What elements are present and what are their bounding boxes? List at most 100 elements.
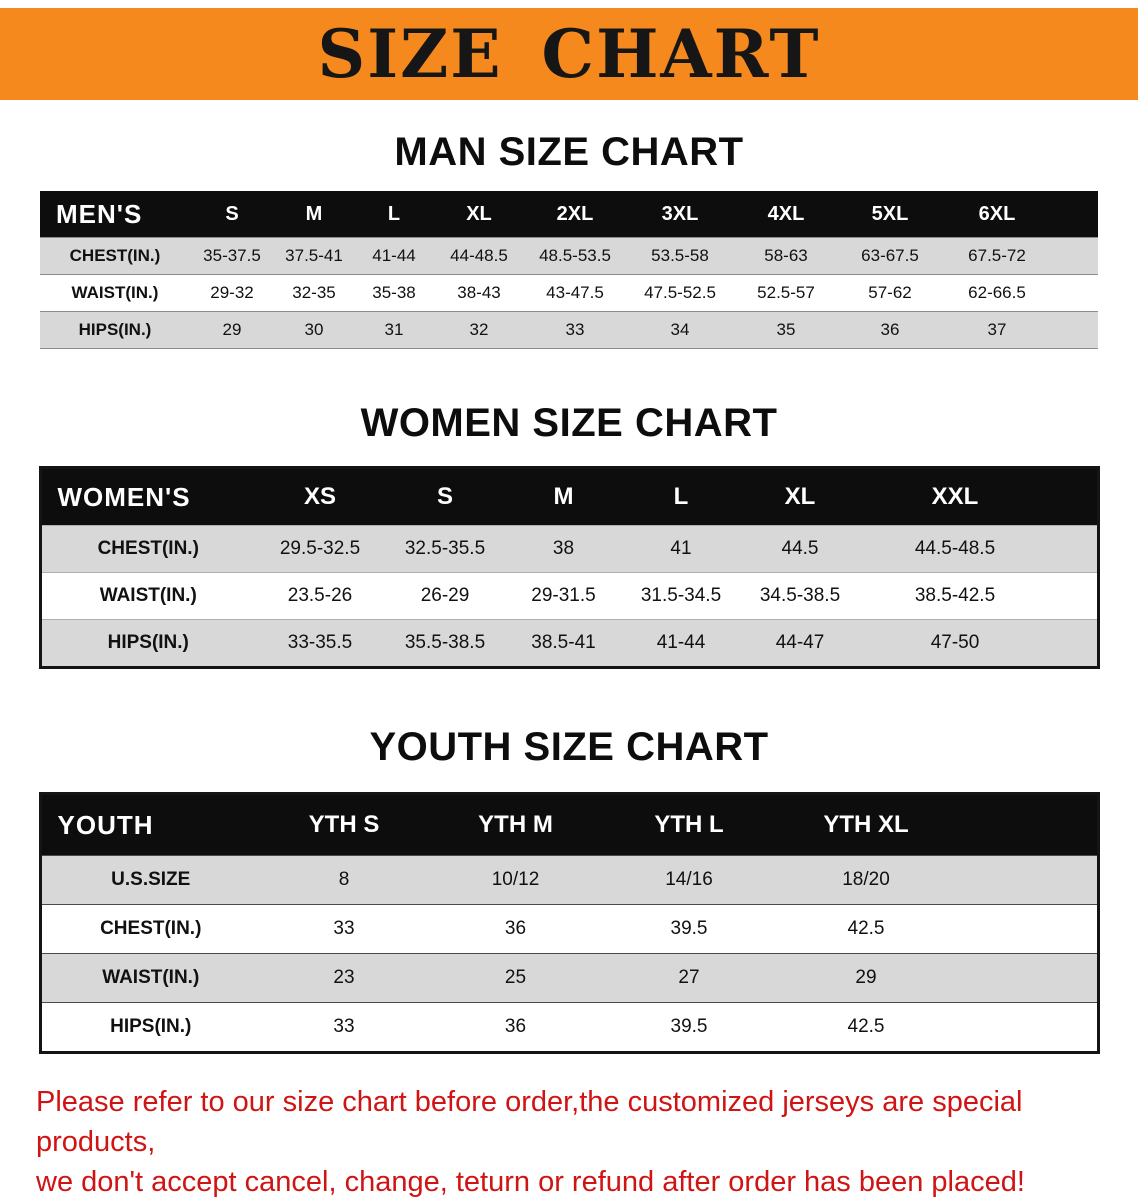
women-section: WOMEN SIZE CHART WOMEN'S XS S M L XL XXL…: [0, 401, 1138, 669]
size-value-cell: 35: [776, 320, 796, 339]
size-value-cell: 58-63: [764, 246, 808, 265]
size-value-cell: 41-44: [656, 632, 706, 653]
size-value-cell: 8: [338, 869, 350, 890]
size-value-cell: 33: [333, 1016, 355, 1037]
row-label: WAIST(IN.): [99, 585, 197, 606]
size-value-cell: 10/12: [491, 869, 540, 890]
size-col-header: XL: [434, 191, 524, 238]
size-col-header: YTH M: [428, 793, 603, 856]
size-chart-banner: SIZE CHART: [0, 8, 1138, 100]
row-label: HIPS(IN.): [107, 632, 189, 653]
size-col-header: S: [385, 467, 505, 526]
row-label: CHEST(IN.): [100, 918, 202, 939]
men-chest-row: CHEST(IN.) 35-37.5 37.5-41 41-44 44-48.5…: [40, 237, 1098, 275]
size-col-header: 2XL: [524, 191, 626, 238]
size-value-cell: 53.5-58: [651, 246, 709, 265]
spacer-cell: [1050, 526, 1098, 573]
men-table-title: MEN'S: [40, 191, 190, 238]
size-value-cell: 35-37.5: [203, 246, 261, 265]
youth-table-title: YOUTH: [40, 793, 260, 856]
women-waist-row: WAIST(IN.) 23.5-26 26-29 29-31.5 31.5-34…: [40, 572, 1098, 620]
disclaimer-line-2: we don't accept cancel, change, teturn o…: [36, 1166, 1025, 1198]
men-waist-row: WAIST(IN.) 29-32 32-35 35-38 38-43 43-47…: [40, 274, 1098, 312]
size-value-cell: 33-35.5: [287, 632, 353, 653]
youth-size-table: YOUTH YTH S YTH M YTH L YTH XL U.S.SIZE …: [38, 792, 1100, 1054]
size-value-cell: 44-48.5: [450, 246, 508, 265]
size-value-cell: 41: [670, 538, 692, 559]
size-value-cell: 36: [504, 918, 527, 939]
spacer-cell: [1052, 191, 1098, 238]
size-value-cell: 57-62: [868, 283, 912, 302]
spacer-cell: [957, 856, 1098, 905]
youth-waist-row: WAIST(IN.) 23 25 27 29: [40, 953, 1098, 1003]
size-col-header: M: [505, 467, 622, 526]
size-value-cell: 18/20: [842, 869, 890, 890]
women-chest-row: CHEST(IN.) 29.5-32.5 32.5-35.5 38 41 44.…: [40, 525, 1098, 573]
size-value-cell: 31: [384, 320, 404, 339]
size-value-cell: 42.5: [847, 918, 885, 939]
spacer-cell: [957, 1003, 1098, 1053]
size-value-cell: 47-50: [930, 632, 980, 653]
row-label: CHEST(IN.): [97, 538, 199, 559]
spacer-cell: [1052, 238, 1098, 275]
size-value-cell: 29.5-32.5: [279, 538, 361, 559]
women-hips-row: HIPS(IN.) 33-35.5 35.5-38.5 38.5-41 41-4…: [40, 619, 1098, 668]
men-header-row: MEN'S S M L XL 2XL 3XL 4XL 5XL 6XL: [40, 191, 1098, 238]
size-value-cell: 29: [222, 320, 242, 339]
size-value-cell: 43-47.5: [546, 283, 604, 302]
size-value-cell: 47.5-52.5: [644, 283, 716, 302]
size-value-cell: 67.5-72: [968, 246, 1026, 265]
row-label: HIPS(IN.): [110, 1016, 192, 1037]
size-col-header: XS: [255, 467, 385, 526]
size-value-cell: 38: [552, 538, 575, 559]
youth-ussize-row: U.S.SIZE 8 10/12 14/16 18/20: [40, 855, 1098, 905]
size-value-cell: 35.5-38.5: [404, 632, 486, 653]
row-label: WAIST(IN.): [71, 283, 159, 302]
size-value-cell: 36: [880, 320, 900, 339]
size-col-header: XL: [740, 467, 860, 526]
size-value-cell: 32-35: [292, 283, 336, 302]
row-label: HIPS(IN.): [78, 320, 152, 339]
size-value-cell: 62-66.5: [968, 283, 1026, 302]
size-value-cell: 34.5-38.5: [759, 585, 841, 606]
size-value-cell: 26-29: [420, 585, 470, 606]
spacer-cell: [957, 954, 1098, 1003]
size-col-header: YTH L: [603, 793, 775, 856]
men-section-heading: MAN SIZE CHART: [394, 130, 744, 174]
size-value-cell: 38.5-42.5: [914, 585, 996, 606]
row-label: WAIST(IN.): [102, 967, 200, 988]
size-col-header: L: [354, 191, 434, 238]
spacer-cell: [1052, 312, 1098, 349]
size-value-cell: 30: [304, 320, 324, 339]
size-value-cell: 29-31.5: [531, 585, 596, 606]
size-value-cell: 44-47: [775, 632, 825, 653]
size-value-cell: 35-38: [372, 283, 416, 302]
size-value-cell: 23.5-26: [287, 585, 353, 606]
row-label: U.S.SIZE: [111, 869, 191, 890]
size-col-header: S: [190, 191, 274, 238]
youth-section: YOUTH SIZE CHART YOUTH YTH S YTH M YTH L…: [0, 725, 1138, 1054]
size-value-cell: 25: [504, 967, 527, 988]
men-hips-row: HIPS(IN.) 29 30 31 32 33 34 35 36 37: [40, 311, 1098, 349]
size-col-header: 3XL: [626, 191, 734, 238]
disclaimer-line-1: Please refer to our size chart before or…: [36, 1086, 1023, 1158]
youth-header-row: YOUTH YTH S YTH M YTH L YTH XL: [40, 793, 1098, 856]
men-size-table: MEN'S S M L XL 2XL 3XL 4XL 5XL 6XL CHEST…: [40, 191, 1098, 349]
size-col-header: YTH XL: [775, 793, 957, 856]
women-size-table: WOMEN'S XS S M L XL XXL CHEST(IN.) 29.5-…: [38, 466, 1100, 669]
size-value-cell: 38.5-41: [531, 632, 596, 653]
size-value-cell: 44.5-48.5: [914, 538, 996, 559]
size-col-header: XXL: [860, 467, 1050, 526]
size-col-header: 6XL: [942, 191, 1052, 238]
size-value-cell: 36: [504, 1016, 527, 1037]
women-section-heading: WOMEN SIZE CHART: [360, 401, 778, 445]
spacer-cell: [1050, 467, 1098, 526]
size-value-cell: 23: [333, 967, 355, 988]
size-value-cell: 32.5-35.5: [404, 538, 486, 559]
size-value-cell: 38-43: [457, 283, 501, 302]
size-value-cell: 32: [469, 320, 489, 339]
size-col-header: YTH S: [260, 793, 428, 856]
size-value-cell: 41-44: [372, 246, 416, 265]
size-value-cell: 39.5: [670, 918, 708, 939]
size-value-cell: 63-67.5: [861, 246, 919, 265]
